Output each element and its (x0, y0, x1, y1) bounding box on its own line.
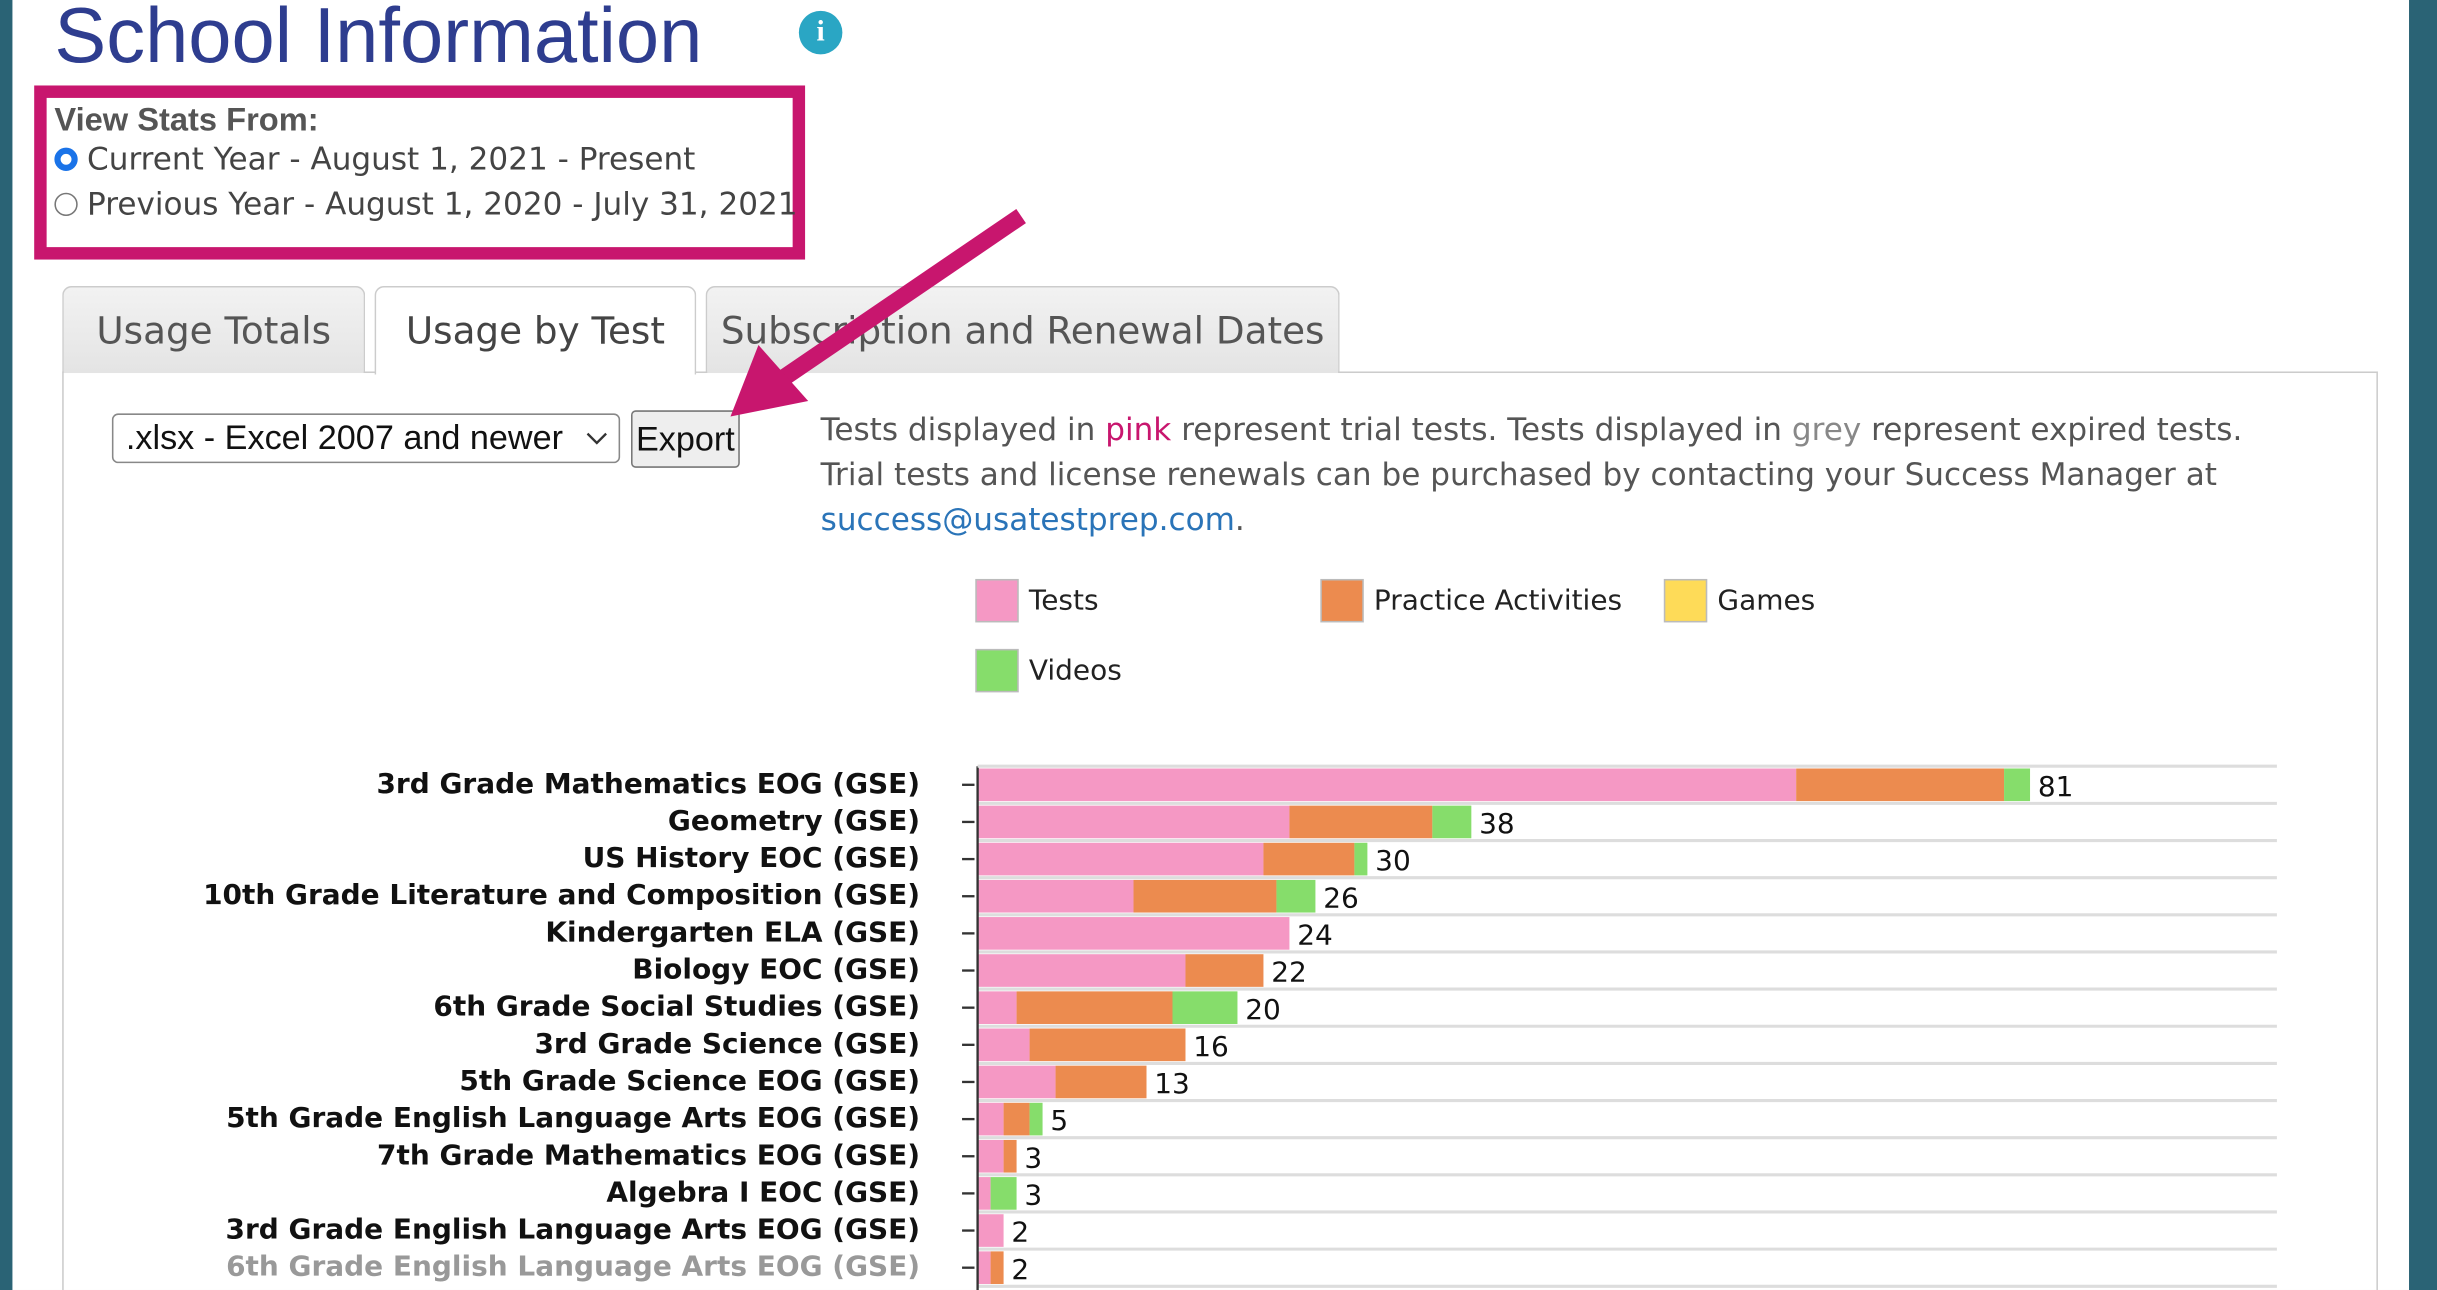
bar-segment (1029, 1028, 1186, 1062)
radio-option[interactable]: Previous Year - August 1, 2020 - July 31… (54, 184, 798, 223)
bar-total: 13 (1154, 1067, 1190, 1100)
bar-segment (1055, 1065, 1147, 1099)
bar-segment (977, 1065, 1056, 1099)
select-value: .xlsx - Excel 2007 and newer (125, 418, 564, 457)
category-label: US History EOC (GSE) (583, 841, 921, 874)
bar-segment (977, 805, 1290, 839)
bar-total: 81 (2038, 770, 2074, 803)
notice-pink: pink (1105, 410, 1172, 448)
bar-segment (1029, 1102, 1043, 1136)
annotation-arrow (772, 208, 1026, 390)
category-label: Geometry (GSE) (668, 804, 920, 837)
bar-segment (977, 1251, 991, 1285)
stats-label: View Stats From: (54, 102, 319, 139)
legend-label: Games (1717, 583, 1815, 616)
tab[interactable]: Usage Totals (62, 285, 366, 374)
bar-segment (977, 917, 1290, 950)
bar-segment (1003, 1102, 1030, 1136)
notice-text: Tests displayed in (820, 410, 1106, 448)
legend-label: Tests (1028, 583, 1099, 616)
info-icon[interactable]: i (798, 10, 843, 55)
bar-segment (977, 879, 1134, 913)
export-button[interactable]: Export (631, 410, 740, 468)
bar-total: 2 (1011, 1253, 1029, 1286)
page-title: School Information (54, 0, 703, 80)
legend-swatch (1320, 578, 1364, 623)
highlight-box (34, 85, 806, 260)
bar-segment (2004, 768, 2031, 802)
bar-segment (990, 1251, 1004, 1285)
bar-segment (977, 1028, 1030, 1062)
notice-text: represent trial tests. Tests displayed i… (1171, 410, 1792, 448)
format-select[interactable]: .xlsx - Excel 2007 and newer (111, 413, 621, 464)
bar-segment (977, 1102, 1004, 1136)
bar-total: 3 (1024, 1179, 1042, 1212)
category-label: Kindergarten ELA (GSE) (545, 915, 920, 948)
bar-segment (1172, 991, 1238, 1024)
bar-segment (1016, 991, 1173, 1024)
bar-segment (1133, 879, 1277, 913)
bar-total: 2 (1011, 1216, 1029, 1249)
category-label: 3rd Grade Mathematics EOG (GSE) (376, 767, 920, 800)
bar-segment (977, 1139, 1004, 1173)
radio-button[interactable] (54, 147, 78, 171)
category-label: 3rd Grade Science (GSE) (534, 1027, 920, 1060)
bar-segment (1263, 842, 1355, 876)
bar-segment (1354, 842, 1368, 876)
bar-segment (1432, 805, 1472, 839)
legend-label: Videos (1029, 653, 1122, 686)
notice-line: success@usatestprep.com. (821, 500, 1245, 537)
category-label: 3rd Grade English Language Arts EOG (GSE… (226, 1213, 921, 1246)
legend-label: Practice Activities (1374, 583, 1622, 616)
bar-segment (977, 991, 1017, 1024)
notice-text: . (1234, 500, 1245, 538)
radio-option[interactable]: Current Year - August 1, 2021 - Present (54, 140, 695, 177)
bar-segment (1289, 805, 1433, 839)
tab[interactable]: Usage by Test (374, 285, 697, 375)
bar-segment (977, 768, 1797, 802)
bar-segment (977, 1177, 991, 1210)
bar-total: 16 (1193, 1030, 1229, 1063)
category-label: 6th Grade Social Studies (GSE) (433, 990, 920, 1023)
notice-grey: grey (1791, 410, 1862, 448)
bar-total: 30 (1375, 844, 1411, 877)
bar-total: 20 (1245, 993, 1281, 1026)
bar-segment (1796, 768, 2005, 802)
category-label: Biology EOC (GSE) (632, 953, 920, 986)
bar-segment (977, 954, 1186, 987)
bar-segment (977, 1214, 1004, 1247)
notice-line: Tests displayed in pink represent trial … (821, 410, 2243, 447)
bar-segment (977, 842, 1264, 876)
notice-line: Trial tests and license renewals can be … (820, 455, 2217, 493)
bar-total: 38 (1479, 807, 1515, 840)
bar-total: 5 (1050, 1104, 1068, 1137)
legend-swatch (975, 648, 1019, 693)
bar-segment (1003, 1139, 1017, 1173)
bar-total: 24 (1297, 918, 1333, 951)
bar-segment (1185, 954, 1264, 987)
page: School Information i View Stats From: Cu… (12, 0, 2410, 1290)
email-link[interactable]: success@usatestprep.com (820, 500, 1235, 538)
category-label: 7th Grade Mathematics EOG (GSE) (377, 1138, 920, 1171)
legend-swatch (1663, 578, 1708, 623)
radio-label: Previous Year - August 1, 2020 - July 31… (87, 184, 798, 223)
bar-total: 26 (1323, 881, 1359, 914)
bar-total: 3 (1024, 1141, 1042, 1174)
bar-segment (990, 1177, 1017, 1210)
annotation-arrowhead (730, 345, 809, 417)
category-label: 10th Grade Literature and Composition (G… (203, 878, 920, 911)
notice-text: represent expired tests. (1861, 410, 2243, 448)
radio-button[interactable] (54, 192, 78, 217)
category-label: Algebra I EOC (GSE) (606, 1175, 920, 1208)
bar-total: 22 (1271, 956, 1307, 989)
legend-swatch (975, 578, 1019, 623)
category-label: 5th Grade English Language Arts EOG (GSE… (226, 1101, 920, 1134)
chevron (586, 432, 607, 445)
bar-segment (1276, 879, 1316, 913)
category-label: 6th Grade English Language Arts EOG (GSE… (226, 1250, 920, 1283)
radio-label: Current Year - August 1, 2021 - Present (87, 139, 696, 178)
category-label: 5th Grade Science EOG (GSE) (459, 1064, 920, 1097)
